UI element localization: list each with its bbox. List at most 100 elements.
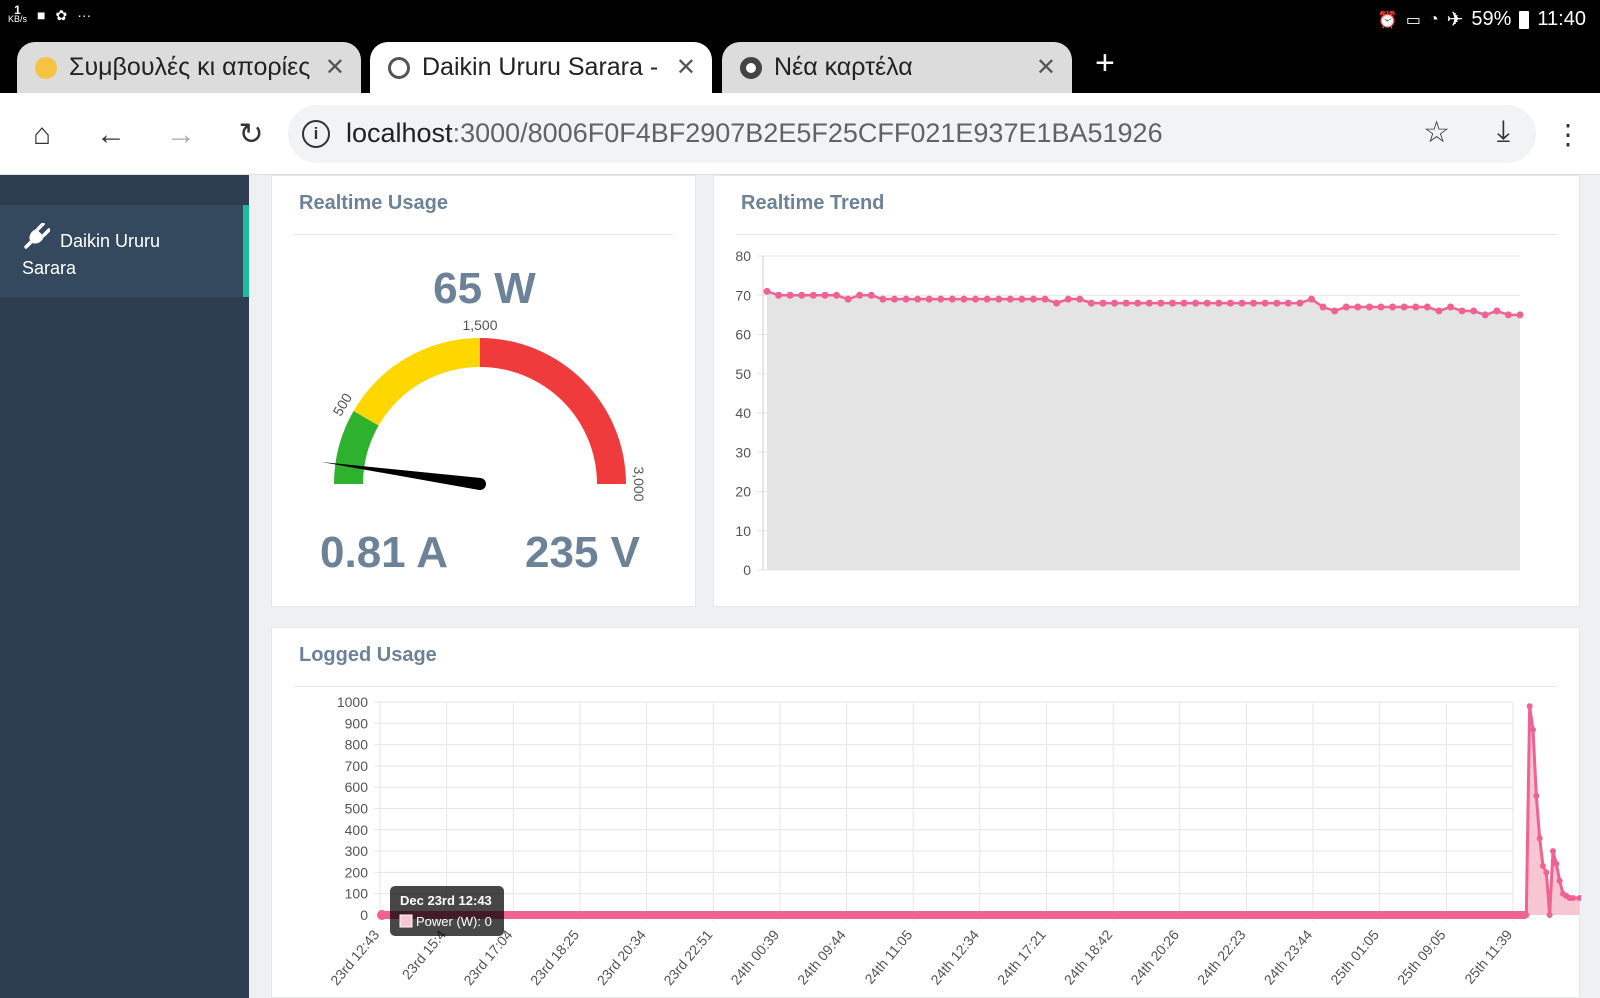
current-reading: 0.81 A [320, 528, 449, 577]
trend-point [798, 291, 806, 299]
download-icon[interactable]: ⤓ [1496, 115, 1510, 148]
reload-button[interactable]: ↻ [238, 118, 264, 151]
y-tick-label: 500 [345, 801, 369, 817]
trend-point [1446, 303, 1454, 311]
trend-point [890, 295, 898, 303]
logged-area-fill [1526, 706, 1580, 915]
trend-point [1470, 307, 1478, 315]
trend-point [1458, 307, 1466, 315]
trend-point [1041, 295, 1049, 303]
new-tab-button[interactable]: + [1095, 44, 1115, 82]
trend-point [1180, 299, 1188, 307]
gauge-band-red [480, 338, 626, 484]
y-tick-label: 600 [345, 779, 369, 795]
y-tick-label: 20 [735, 484, 751, 500]
forward-button[interactable]: → [166, 118, 196, 151]
gauge-band-yellow [353, 338, 480, 426]
close-tab-icon[interactable]: ✕ [675, 54, 696, 81]
trend-point [1157, 299, 1165, 307]
sidebar-item-label: Daikin Ururu [60, 231, 161, 251]
y-tick-label: 0 [743, 562, 751, 578]
trend-point [856, 291, 864, 299]
sidebar-item-daikin[interactable]: Daikin Ururu Sarara [0, 205, 249, 297]
power-reading: 65 W [433, 264, 536, 313]
logged-point [1556, 877, 1563, 884]
trend-point [1226, 299, 1234, 307]
y-tick-label: 200 [345, 864, 369, 880]
trend-point [809, 291, 817, 299]
logged-point-first [377, 910, 387, 920]
home-button[interactable]: ⌂ [32, 118, 52, 151]
clock: 11:40 [1537, 8, 1586, 30]
x-tick-label: 25th 01:05 [1327, 926, 1382, 987]
tab-new-tab[interactable]: Νέα καρτέλα ✕ [722, 42, 1072, 93]
trend-point [948, 295, 956, 303]
trend-point [1099, 299, 1107, 307]
trend-point [821, 291, 829, 299]
tooltip-body: Power (W): 0 [416, 914, 492, 929]
y-tick-label: 70 [735, 287, 751, 303]
smiley-icon [35, 56, 57, 79]
trend-point [1400, 303, 1408, 311]
alarm-icon: ⏰ [1377, 11, 1398, 29]
logged-point [1543, 869, 1550, 876]
sidebar: Daikin Ururu Sarara [0, 175, 249, 998]
y-tick-label: 400 [345, 822, 369, 838]
logged-point [1553, 860, 1560, 867]
address-bar[interactable]: i localhost:3000/8006F0F4BF2907B2E5F25CF… [288, 105, 1536, 163]
tab-forum[interactable]: Συμβουλές κι απορίες \ ✕ [17, 42, 361, 93]
trend-point [1168, 299, 1176, 307]
x-tick-label: 24th 11:05 [861, 926, 915, 986]
trend-point [1064, 295, 1072, 303]
trend-point [867, 291, 875, 299]
trend-area-fill [767, 291, 1520, 570]
logged-point [1523, 912, 1530, 918]
y-tick-label: 0 [360, 907, 368, 923]
trend-point [1331, 307, 1339, 315]
realtime-trend-card: Realtime Trend 0 10 20 30 40 50 60 70 80 [713, 175, 1580, 607]
trend-point [1435, 307, 1443, 315]
trend-point [1493, 307, 1501, 315]
gauge-needle-hub [474, 478, 486, 490]
close-tab-icon[interactable]: ✕ [324, 54, 345, 81]
y-tick-label: 60 [735, 327, 751, 343]
trend-point [1029, 295, 1037, 303]
trend-point [775, 291, 783, 299]
close-tab-icon[interactable]: ✕ [1035, 54, 1056, 81]
overflow-menu-icon[interactable]: ⋮ [1554, 119, 1582, 150]
trend-point [1319, 303, 1327, 311]
airplane-icon: ✈ [1446, 9, 1464, 31]
divider [736, 234, 1557, 235]
voltage-reading: 235 V [525, 528, 640, 577]
wifi-icon: ◔ [1428, 10, 1439, 28]
tab-daikin[interactable]: Daikin Ururu Sarara - Ene ✕ [370, 42, 712, 93]
logged-usage-card: Logged Usage 0 100 200 300 400 500 600 700 800 90… [271, 627, 1581, 998]
cast-icon: ▭ [1405, 11, 1421, 29]
sidebar-item-label-line2: Sarara [22, 258, 77, 278]
back-button[interactable]: ← [96, 118, 126, 151]
info-icon[interactable]: i [302, 120, 330, 148]
trend-point [1307, 295, 1315, 303]
bookmark-star-icon[interactable]: ☆ [1423, 116, 1450, 149]
x-tick-label: 24th 20:26 [1127, 926, 1182, 987]
trend-point [1006, 295, 1014, 303]
tooltip-background [390, 886, 504, 936]
trend-point [1018, 295, 1026, 303]
realtime-trend-chart: 0 10 20 30 40 50 60 70 80 [735, 248, 1524, 578]
y-tick-label: 700 [345, 758, 369, 774]
gauge-label-3000: 3,000 [631, 466, 647, 501]
y-tick-label: 80 [735, 248, 751, 264]
trend-point [983, 295, 991, 303]
y-tick-label: 30 [735, 444, 751, 460]
x-tick-label: 23rd 18:25 [527, 926, 582, 988]
divider [294, 686, 1557, 687]
x-tick-label: 24th 22:23 [1194, 926, 1249, 987]
battery-icon [1519, 10, 1530, 29]
y-tick-label: 100 [345, 886, 369, 902]
url-text[interactable]: localhost:3000/8006F0F4BF2907B2E5F25CFF0… [346, 118, 1163, 148]
chart-tooltip: Dec 23rd 12:43 Power (W): 0 [390, 886, 504, 936]
tooltip-title: Dec 23rd 12:43 [400, 893, 492, 908]
trend-point [960, 295, 968, 303]
globe-icon [388, 56, 410, 79]
logged-point [1546, 912, 1553, 918]
